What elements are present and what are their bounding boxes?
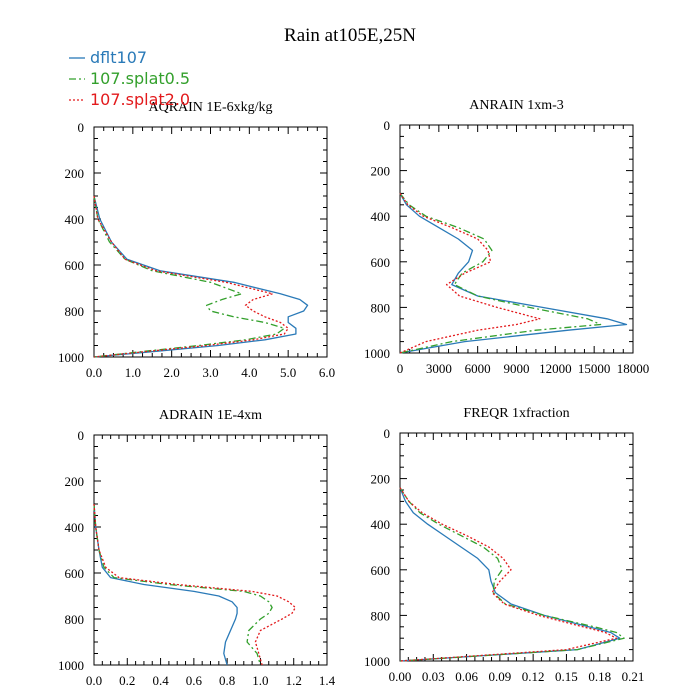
y-tick-label: 800 bbox=[65, 304, 85, 319]
y-tick-label: 600 bbox=[371, 255, 391, 270]
y-tick-label: 0 bbox=[78, 428, 85, 443]
x-tick-label: 0.00 bbox=[389, 669, 412, 684]
legend-entry: 107.splat2.0 bbox=[69, 90, 190, 109]
y-tick-label: 200 bbox=[65, 474, 85, 489]
plot-frame bbox=[93, 434, 328, 666]
legend-entry: 107.splat0.5 bbox=[69, 69, 190, 88]
series-line-107-splat2-0 bbox=[93, 503, 297, 666]
x-tick-label: 0.12 bbox=[522, 669, 545, 684]
y-tick-label: 1000 bbox=[364, 346, 390, 361]
y-tick-label: 0 bbox=[384, 118, 391, 133]
series-line-dflt107 bbox=[93, 195, 309, 358]
x-tick-label: 1.4 bbox=[319, 673, 336, 688]
panel-title: ANRAIN 1xm-3 bbox=[469, 98, 564, 113]
y-tick-label: 600 bbox=[65, 258, 85, 273]
x-tick-label: 5.0 bbox=[280, 365, 296, 380]
x-tick-label: 3000 bbox=[426, 361, 452, 376]
x-tick-label: 1.2 bbox=[286, 673, 302, 688]
series-line-107-splat0-5 bbox=[93, 195, 285, 358]
legend-label: 107.splat2.0 bbox=[90, 90, 190, 109]
series-line-107-splat0-5 bbox=[399, 192, 602, 354]
x-tick-label: 0.06 bbox=[455, 669, 478, 684]
x-tick-label: 0.18 bbox=[588, 669, 611, 684]
y-tick-label: 1000 bbox=[58, 350, 84, 365]
series-line-107-splat0-5 bbox=[93, 503, 273, 666]
x-tick-label: 12000 bbox=[539, 361, 572, 376]
x-tick-label: 4.0 bbox=[241, 365, 257, 380]
y-tick-label: 1000 bbox=[58, 658, 84, 673]
panel-2: ANRAIN 1xm-3 0 200 400 600 800 1000 0 3000 6000 90… bbox=[364, 98, 649, 376]
y-tick-label: 800 bbox=[65, 612, 85, 627]
x-tick-label: 6000 bbox=[465, 361, 491, 376]
x-tick-label: 18000 bbox=[617, 361, 650, 376]
x-tick-label: 0.6 bbox=[186, 673, 203, 688]
y-tick-label: 1000 bbox=[364, 654, 390, 669]
series-line-107-splat2-0 bbox=[399, 487, 618, 662]
y-tick-label: 0 bbox=[384, 426, 391, 441]
x-tick-label: 0.09 bbox=[488, 669, 511, 684]
y-tick-label: 0 bbox=[78, 120, 85, 135]
y-tick-label: 400 bbox=[371, 517, 391, 532]
x-tick-label: 9000 bbox=[504, 361, 530, 376]
legend: dflt107 107.splat0.5 107.splat2.0 bbox=[69, 48, 190, 109]
y-tick-label: 800 bbox=[371, 608, 391, 623]
x-tick-label: 6.0 bbox=[319, 365, 335, 380]
x-tick-label: 0.8 bbox=[219, 673, 235, 688]
y-tick-label: 200 bbox=[371, 472, 391, 487]
y-tick-label: 400 bbox=[65, 212, 85, 227]
plot-frame bbox=[93, 126, 328, 358]
panel-title: ADRAIN 1E-4xm bbox=[159, 408, 262, 423]
panel-title: AQRAIN 1E-6xkg/kg bbox=[148, 100, 272, 115]
x-tick-label: 0.15 bbox=[555, 669, 578, 684]
y-tick-label: 800 bbox=[371, 300, 391, 315]
series-line-107-splat2-0 bbox=[399, 193, 541, 354]
plot-frame bbox=[399, 124, 634, 354]
y-tick-label: 200 bbox=[371, 164, 391, 179]
x-tick-label: 2.0 bbox=[164, 365, 180, 380]
x-tick-label: 0.03 bbox=[422, 669, 445, 684]
x-tick-label: 0.0 bbox=[86, 365, 102, 380]
y-tick-label: 600 bbox=[371, 563, 391, 578]
series-line-dflt107 bbox=[399, 487, 621, 662]
x-tick-label: 0.21 bbox=[622, 669, 645, 684]
y-tick-label: 200 bbox=[65, 166, 85, 181]
series-line-dflt107 bbox=[399, 193, 628, 354]
legend-entry: dflt107 bbox=[69, 48, 147, 67]
y-tick-label: 400 bbox=[371, 209, 391, 224]
series-line-107-splat0-5 bbox=[399, 487, 625, 662]
x-tick-label: 3.0 bbox=[202, 365, 218, 380]
legend-label: dflt107 bbox=[90, 48, 147, 67]
y-tick-label: 600 bbox=[65, 566, 85, 581]
x-tick-label: 15000 bbox=[578, 361, 611, 376]
x-tick-label: 0.0 bbox=[86, 673, 102, 688]
legend-label: 107.splat0.5 bbox=[90, 69, 190, 88]
plot-frame bbox=[399, 432, 634, 662]
series-line-dflt107 bbox=[93, 503, 238, 666]
figure-title: Rain at105E,25N bbox=[284, 25, 416, 46]
y-tick-label: 400 bbox=[65, 520, 85, 535]
series-line-107-splat2-0 bbox=[93, 195, 289, 358]
x-tick-label: 1.0 bbox=[252, 673, 268, 688]
x-tick-label: 1.0 bbox=[125, 365, 141, 380]
x-tick-label: 0 bbox=[397, 361, 404, 376]
panel-title: FREQR 1xfraction bbox=[463, 406, 569, 421]
x-tick-label: 0.4 bbox=[152, 673, 169, 688]
x-tick-label: 0.2 bbox=[119, 673, 135, 688]
